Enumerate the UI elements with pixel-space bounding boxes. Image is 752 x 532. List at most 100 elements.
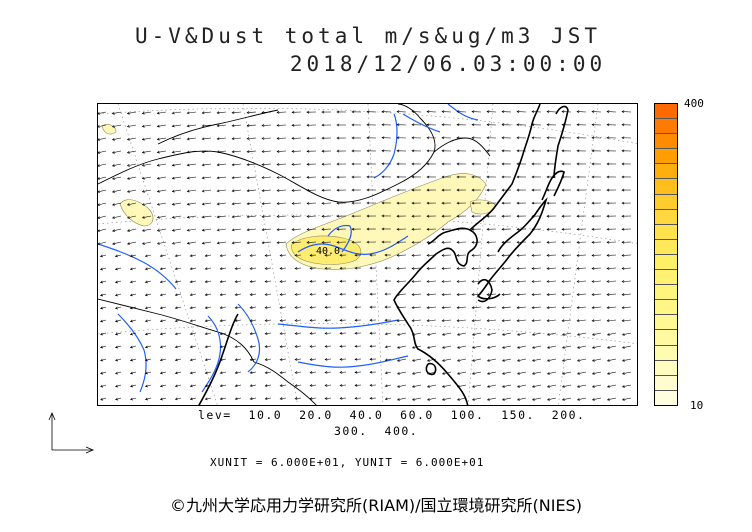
wind-vector-head — [456, 319, 460, 323]
wind-vector-head — [336, 175, 340, 179]
wind-vector — [280, 254, 287, 256]
wind-vector-head — [141, 242, 145, 245]
wind-vector-head — [471, 240, 475, 244]
wind-vector-head — [216, 189, 220, 193]
wind-vector-head — [606, 188, 610, 192]
wind-vector — [607, 293, 617, 296]
wind-vector-head — [126, 111, 130, 115]
wind-vector-head — [369, 370, 373, 374]
wind-vector-head — [249, 358, 253, 362]
colorbar-segment — [655, 178, 677, 194]
wind-vector — [130, 293, 137, 296]
wind-vector-head — [306, 136, 310, 140]
wind-vector-head — [561, 398, 565, 401]
wind-vector-head — [486, 372, 490, 375]
wind-vector-head — [501, 240, 505, 244]
wind-vector — [295, 267, 302, 269]
wind-vector-head — [621, 110, 625, 114]
wind-vector-head — [186, 124, 190, 128]
wind-vector — [265, 267, 272, 269]
wind-vector-head — [531, 227, 535, 231]
wind-vector-head — [204, 280, 208, 284]
wind-vector-head — [576, 188, 580, 192]
wind-vector — [622, 371, 632, 375]
wind-vector — [235, 358, 242, 361]
wind-vector — [412, 319, 422, 322]
wind-vector — [115, 371, 122, 374]
wind-vector — [622, 306, 632, 309]
wind-vector-head — [141, 202, 145, 206]
wind-vector-head — [381, 136, 385, 140]
wind-vector-head — [279, 384, 283, 387]
wind-vector-head — [111, 190, 115, 193]
wind-vector-head — [576, 214, 580, 218]
wind-vector-head — [234, 345, 238, 349]
wind-vector-head — [204, 371, 208, 375]
wind-vector-head — [279, 306, 283, 309]
wind-vector-head — [231, 111, 235, 115]
wind-vector-head — [561, 319, 565, 323]
wind-vector-head — [216, 124, 220, 128]
wind-vector-head — [339, 279, 343, 283]
wind-vector-head — [606, 372, 610, 375]
wind-vector-head — [471, 162, 475, 166]
wind-vector — [310, 384, 317, 386]
wind-vector-head — [621, 306, 625, 310]
wind-vector — [217, 163, 227, 166]
wind-vector — [292, 176, 302, 178]
wind-vector-head — [546, 346, 550, 349]
wind-vector-head — [129, 332, 133, 336]
wind-vector — [502, 267, 512, 269]
wind-vector-head — [231, 215, 235, 219]
wind-vector-head — [501, 280, 505, 283]
wind-vector-head — [291, 123, 295, 127]
wind-vector — [277, 215, 287, 218]
wind-vector — [517, 267, 527, 269]
wind-vector — [262, 163, 272, 166]
wind-vector — [145, 319, 152, 322]
wind-vector-head — [366, 201, 370, 205]
wind-vector-head — [276, 202, 280, 205]
wind-vector-head — [231, 163, 235, 167]
wind-vector — [175, 358, 182, 361]
wind-vector-head — [321, 201, 325, 205]
wind-vector — [205, 267, 212, 270]
wind-vector — [145, 254, 152, 257]
wind-vector-head — [621, 398, 625, 401]
wind-vector-head — [591, 110, 595, 114]
wind-vector — [607, 332, 617, 336]
wind-vector — [397, 371, 407, 375]
wind-vector-head — [426, 372, 430, 375]
wind-vector-head — [354, 331, 358, 335]
wind-vector — [220, 293, 227, 296]
wind-vector-head — [306, 188, 310, 192]
wind-vector-head — [606, 267, 610, 270]
wind-vector-head — [531, 306, 535, 310]
wind-vector — [472, 293, 482, 296]
wind-vector — [202, 137, 212, 140]
wind-vector — [205, 319, 212, 322]
wind-vector — [98, 163, 107, 167]
wind-vector-head — [576, 201, 580, 205]
wind-vector-head — [516, 123, 520, 127]
wind-vector — [442, 384, 452, 388]
wind-vector-head — [201, 202, 205, 206]
wind-vector — [100, 358, 107, 361]
wind-vector-head — [384, 358, 388, 362]
wind-vector — [235, 293, 242, 296]
wind-vector — [262, 124, 272, 126]
colorbar-max-label: 400 — [684, 97, 704, 110]
wind-vector-head — [426, 188, 430, 192]
wind-vector — [427, 358, 437, 362]
colorbar-segment — [655, 299, 677, 315]
wind-vector-head — [411, 201, 415, 205]
wind-vector — [235, 345, 242, 348]
wind-vector-head — [336, 188, 340, 192]
wind-vector-head — [354, 370, 358, 374]
wind-vector — [502, 332, 512, 336]
wind-vector-head — [501, 188, 505, 192]
wind-vector-head — [396, 227, 400, 231]
wind-vector — [307, 228, 317, 230]
wind-vector-head — [369, 318, 373, 322]
wind-vector-head — [216, 202, 220, 206]
